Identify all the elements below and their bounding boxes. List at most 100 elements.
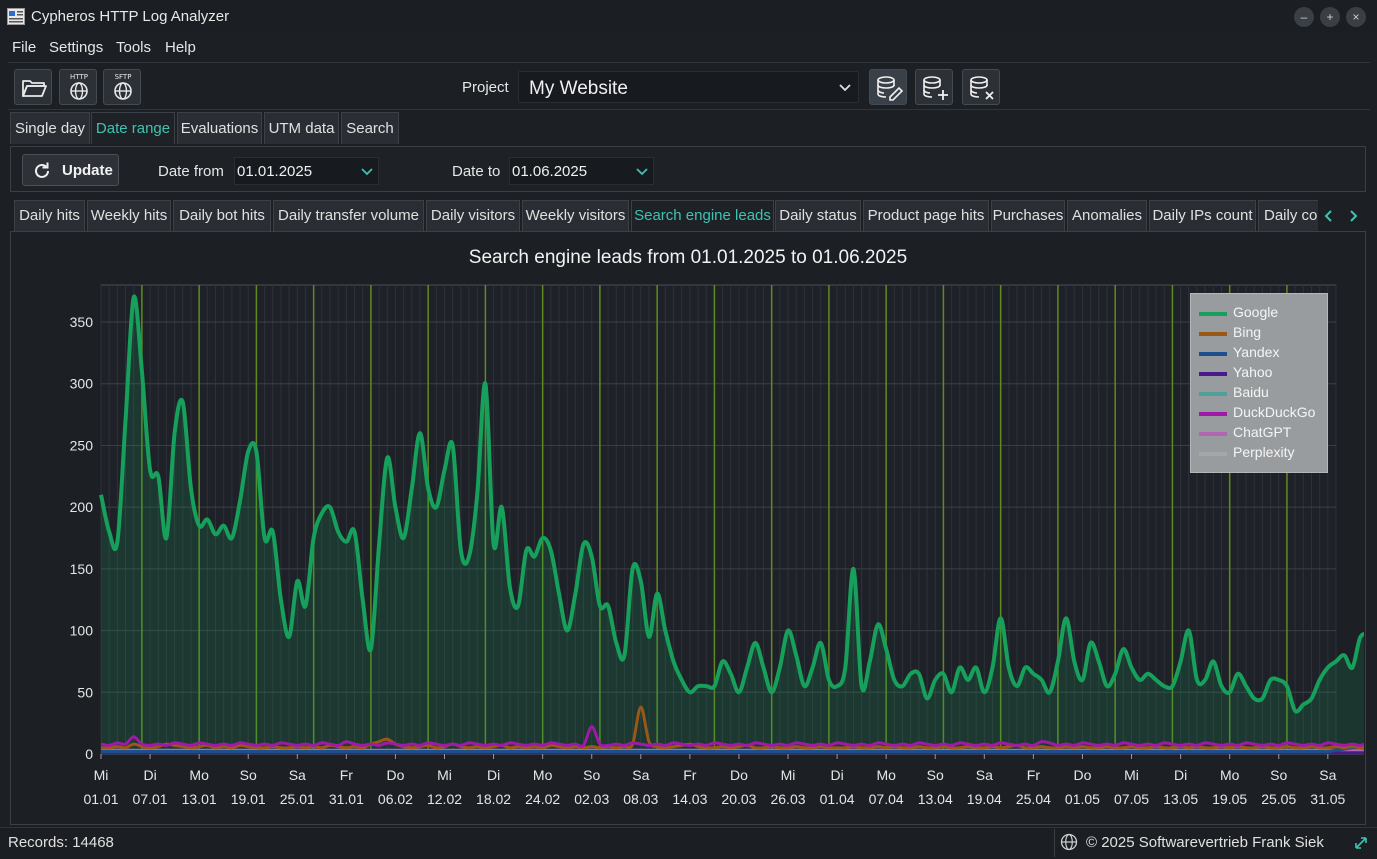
close-button[interactable]: × [1346, 7, 1366, 27]
resize-grip-icon[interactable] [1353, 835, 1369, 851]
y-tick-label: 0 [85, 746, 93, 762]
legend-label: Google [1233, 304, 1279, 320]
menu-tools[interactable]: Tools [116, 39, 152, 56]
database-add-icon [923, 76, 948, 100]
legend-label: Perplexity [1233, 444, 1295, 460]
title-bar[interactable] [0, 0, 1377, 34]
tab-daily-ips-count[interactable]: Daily IPs count [1149, 200, 1256, 231]
minimize-button[interactable]: – [1294, 7, 1314, 27]
x-tick-date-label: 26.03 [770, 791, 805, 807]
x-tick-day-label: Mi [94, 767, 109, 783]
maximize-button[interactable]: + [1320, 7, 1340, 27]
x-tick-day-label: Do [730, 767, 748, 783]
x-tick-day-label: Mo [189, 767, 209, 783]
tab-search-engine-leads[interactable]: Search engine leads [631, 200, 774, 231]
x-tick-date-label: 24.02 [525, 791, 560, 807]
legend-swatch [1199, 352, 1227, 356]
y-tick-label: 50 [77, 684, 93, 700]
x-tick-date-label: 12.02 [427, 791, 462, 807]
y-tick-label: 300 [70, 376, 94, 392]
tab-weekly-visitors[interactable]: Weekly visitors [522, 200, 629, 231]
x-tick-day-label: Sa [632, 767, 649, 783]
x-tick-day-label: Fr [1027, 767, 1041, 783]
tab-daily-transfer-volume[interactable]: Daily transfer volume [273, 200, 424, 231]
x-tick-date-label: 08.03 [623, 791, 658, 807]
tab-date-range[interactable]: Date range [91, 112, 175, 144]
tab-purchases[interactable]: Purchases [991, 200, 1065, 231]
chevron-down-icon [839, 84, 851, 92]
x-tick-day-label: Sa [289, 767, 306, 783]
x-tick-date-label: 25.04 [1016, 791, 1051, 807]
legend-label: Yandex [1233, 344, 1280, 360]
records-count: Records: 14468 [8, 834, 114, 851]
date-to-label: Date to [452, 163, 501, 180]
x-tick-day-label: Do [386, 767, 404, 783]
x-tick-day-label: Mi [781, 767, 796, 783]
y-tick-label: 350 [70, 314, 94, 330]
search-engine-leads-chart: Search engine leads from 01.01.2025 to 0… [70, 247, 1364, 807]
x-tick-day-label: Mo [876, 767, 896, 783]
menu-help[interactable]: Help [165, 39, 196, 56]
update-button[interactable]: Update [22, 154, 119, 186]
tab-anomalies[interactable]: Anomalies [1067, 200, 1147, 231]
globe-icon[interactable] [1060, 833, 1078, 851]
series-line-google [99, 294, 1364, 714]
y-tick-label: 200 [70, 499, 94, 515]
open-button[interactable] [14, 69, 52, 105]
chevron-left-icon[interactable] [1322, 210, 1336, 222]
menu-file[interactable]: File [12, 39, 37, 56]
tab-daily-status[interactable]: Daily status [775, 200, 861, 231]
delete-database-button[interactable] [962, 69, 1000, 105]
legend-swatch [1199, 432, 1227, 436]
x-tick-day-label: Sa [976, 767, 993, 783]
edit-database-button[interactable] [869, 69, 907, 105]
menu-bar [0, 34, 1377, 62]
refresh-icon [35, 162, 49, 178]
app-icon [7, 8, 25, 25]
tab-daily-bot-hits[interactable]: Daily bot hits [173, 200, 271, 231]
tab-product-page-hits[interactable]: Product page hits [863, 200, 989, 231]
legend-label: DuckDuckGo [1233, 404, 1316, 420]
x-tick-day-label: So [1270, 767, 1287, 783]
project-select[interactable]: My Website [518, 71, 859, 103]
tab-evaluations[interactable]: Evaluations [177, 112, 262, 144]
tab-search[interactable]: Search [341, 112, 399, 144]
copyright-text: © 2025 Softwarevertrieb Frank Siek [1086, 834, 1324, 851]
series-area-google [101, 296, 1364, 754]
add-database-button[interactable] [915, 69, 953, 105]
tab-scroller [1318, 200, 1366, 231]
tab-single-day[interactable]: Single day [10, 112, 90, 144]
date-from-label: Date from [158, 163, 224, 180]
tab-weekly-hits[interactable]: Weekly hits [87, 200, 171, 231]
x-tick-date-label: 18.02 [476, 791, 511, 807]
window-title: Cypheros HTTP Log Analyzer [31, 8, 230, 25]
chevron-down-icon [361, 168, 373, 176]
project-label: Project [462, 79, 509, 96]
chevron-right-icon[interactable] [1346, 210, 1360, 222]
tab-daily-hits[interactable]: Daily hits [14, 200, 85, 231]
sftp-button[interactable]: SFTP [103, 69, 141, 105]
x-tick-day-label: Di [1174, 767, 1187, 783]
http-button[interactable]: HTTP [59, 69, 97, 105]
y-tick-label: 100 [70, 623, 94, 639]
x-tick-date-label: 01.01 [83, 791, 118, 807]
tab-daily-visitors[interactable]: Daily visitors [426, 200, 520, 231]
date-to-value: 01.06.2025 [512, 163, 588, 180]
x-tick-date-label: 01.05 [1065, 791, 1100, 807]
date-to-picker[interactable]: 01.06.2025 [509, 157, 654, 185]
database-edit-icon [877, 76, 904, 101]
menu-settings[interactable]: Settings [49, 39, 104, 56]
y-tick-label: 250 [70, 437, 94, 453]
date-from-value: 01.01.2025 [237, 163, 313, 180]
x-tick-date-label: 06.02 [378, 791, 413, 807]
x-tick-date-label: 31.05 [1310, 791, 1345, 807]
tab-utm-data[interactable]: UTM data [264, 112, 339, 144]
http-globe-icon: HTTP [70, 73, 88, 100]
x-tick-date-label: 19.05 [1212, 791, 1247, 807]
x-tick-day-label: Di [830, 767, 843, 783]
x-tick-date-label: 20.03 [721, 791, 756, 807]
date-from-picker[interactable]: 01.01.2025 [234, 157, 379, 185]
tab-daily-co[interactable]: Daily co [1258, 200, 1320, 231]
x-tick-day-label: Di [487, 767, 500, 783]
legend-label: Bing [1233, 324, 1262, 340]
